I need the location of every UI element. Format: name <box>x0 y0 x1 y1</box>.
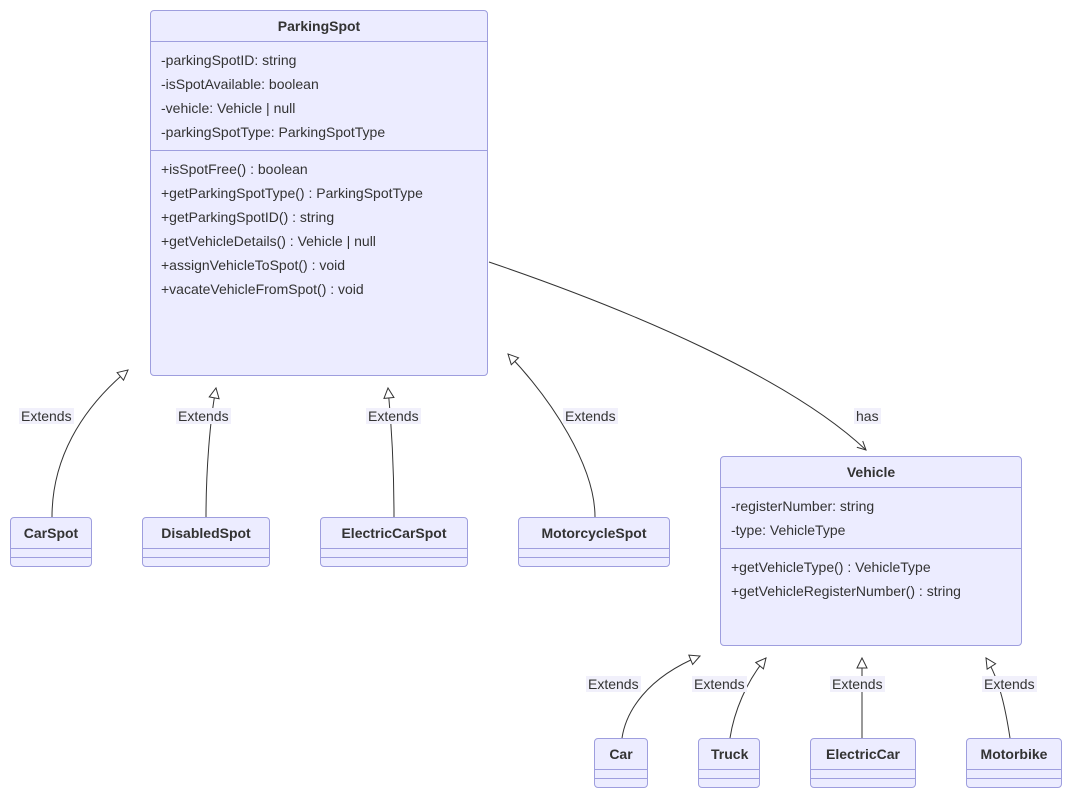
class-DisabledSpot: DisabledSpot <box>142 517 270 567</box>
method-row: +vacateVehicleFromSpot() : void <box>161 277 477 301</box>
class-ParkingSpot: ParkingSpot-parkingSpotID: string-isSpot… <box>150 10 488 376</box>
attrs-ElectricCar <box>811 770 915 779</box>
attrs-MotorcycleSpot <box>519 549 669 558</box>
attrs-Car <box>595 770 647 779</box>
edge-label-ElectricCar-Vehicle: Extends <box>830 676 885 692</box>
class-title-MotorcycleSpot: MotorcycleSpot <box>519 518 669 549</box>
edge-label-Motorbike-Vehicle: Extends <box>982 676 1037 692</box>
edge-label-CarSpot-ParkingSpot: Extends <box>19 408 74 424</box>
class-Car: Car <box>594 738 648 788</box>
attrs-Vehicle: -registerNumber: string-type: VehicleTyp… <box>721 488 1021 549</box>
attrs-ParkingSpot: -parkingSpotID: string-isSpotAvailable: … <box>151 42 487 151</box>
class-title-ParkingSpot: ParkingSpot <box>151 11 487 42</box>
attrs-ElectricCarSpot <box>321 549 467 558</box>
method-row: +getVehicleRegisterNumber() : string <box>731 579 1011 603</box>
methods-DisabledSpot <box>143 558 269 566</box>
class-title-ElectricCarSpot: ElectricCarSpot <box>321 518 467 549</box>
methods-Motorbike <box>967 779 1061 787</box>
method-row: +assignVehicleToSpot() : void <box>161 253 477 277</box>
class-title-Car: Car <box>595 739 647 770</box>
attr-row: -parkingSpotID: string <box>161 48 477 72</box>
class-title-Motorbike: Motorbike <box>967 739 1061 770</box>
method-row: +getVehicleDetails() : Vehicle | null <box>161 229 477 253</box>
method-row: +isSpotFree() : boolean <box>161 157 477 181</box>
methods-ElectricCarSpot <box>321 558 467 566</box>
method-row: +getParkingSpotType() : ParkingSpotType <box>161 181 477 205</box>
attr-row: -parkingSpotType: ParkingSpotType <box>161 120 477 144</box>
methods-ParkingSpot: +isSpotFree() : boolean+getParkingSpotTy… <box>151 151 487 307</box>
class-ElectricCar: ElectricCar <box>810 738 916 788</box>
attr-row: -isSpotAvailable: boolean <box>161 72 477 96</box>
edge-ParkingSpot-Vehicle <box>489 262 866 450</box>
methods-Vehicle: +getVehicleType() : VehicleType+getVehic… <box>721 549 1021 609</box>
edge-label-DisabledSpot-ParkingSpot: Extends <box>176 408 231 424</box>
attr-row: -registerNumber: string <box>731 494 1011 518</box>
class-title-Vehicle: Vehicle <box>721 457 1021 488</box>
class-ElectricCarSpot: ElectricCarSpot <box>320 517 468 567</box>
edge-Car-Vehicle <box>622 656 700 738</box>
edge-label-MotorcycleSpot-ParkingSpot: Extends <box>563 408 618 424</box>
methods-CarSpot <box>11 558 91 566</box>
attr-row: -type: VehicleType <box>731 518 1011 542</box>
method-row: +getVehicleType() : VehicleType <box>731 555 1011 579</box>
class-title-ElectricCar: ElectricCar <box>811 739 915 770</box>
class-title-Truck: Truck <box>699 739 759 770</box>
attrs-Motorbike <box>967 770 1061 779</box>
methods-Car <box>595 779 647 787</box>
diagram-canvas: Extends Extends Extends Extends has Extends Ex… <box>0 0 1077 803</box>
edge-label-ParkingSpot-Vehicle: has <box>854 408 881 424</box>
edge-Truck-Vehicle <box>730 658 766 738</box>
class-Vehicle: Vehicle-registerNumber: string-type: Veh… <box>720 456 1022 646</box>
methods-ElectricCar <box>811 779 915 787</box>
methods-Truck <box>699 779 759 787</box>
edge-Motorbike-Vehicle <box>986 658 1010 738</box>
edge-label-ElectricCarSpot-ParkingSpot: Extends <box>366 408 421 424</box>
edge-MotorcycleSpot-ParkingSpot <box>508 354 595 517</box>
edge-label-Truck-Vehicle: Extends <box>692 676 747 692</box>
class-Motorbike: Motorbike <box>966 738 1062 788</box>
methods-MotorcycleSpot <box>519 558 669 566</box>
edge-CarSpot-ParkingSpot <box>52 370 128 517</box>
method-row: +getParkingSpotID() : string <box>161 205 477 229</box>
class-title-CarSpot: CarSpot <box>11 518 91 549</box>
edge-label-Car-Vehicle: Extends <box>586 676 641 692</box>
attrs-CarSpot <box>11 549 91 558</box>
attrs-DisabledSpot <box>143 549 269 558</box>
class-title-DisabledSpot: DisabledSpot <box>143 518 269 549</box>
class-Truck: Truck <box>698 738 760 788</box>
attr-row: -vehicle: Vehicle | null <box>161 96 477 120</box>
class-CarSpot: CarSpot <box>10 517 92 567</box>
attrs-Truck <box>699 770 759 779</box>
class-MotorcycleSpot: MotorcycleSpot <box>518 517 670 567</box>
